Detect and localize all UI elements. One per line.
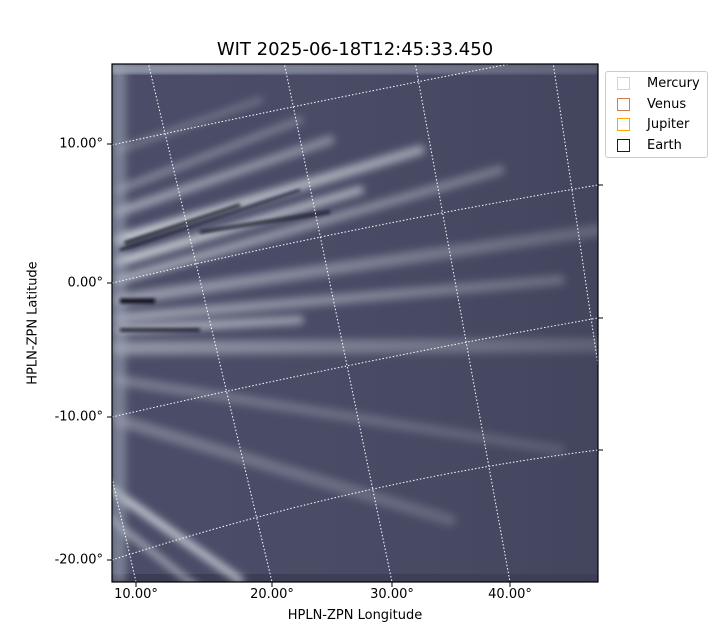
x-tick-label: 10.00° [114,587,158,602]
legend-label: Mercury [647,75,700,91]
chart-title: WIT 2025-06-18T12:45:33.450 [216,39,494,60]
legend-swatch [617,138,630,152]
legend: Mercury Venus Jupiter Earth [605,71,708,158]
legend-label: Earth [647,137,682,153]
legend-item-venus: Venus [617,94,686,114]
legend-label: Jupiter [647,116,690,132]
x-tick-label: 30.00° [370,587,414,602]
latitude-gridline [112,64,513,146]
latitude-gridline [112,449,598,561]
y-tick-label: 10.00° [59,136,103,152]
legend-swatch [617,97,630,111]
longitude-gridline [112,477,137,582]
y-tick-label: -10.00° [54,409,103,425]
x-axis-label: HPLN-ZPN Longitude [287,608,423,623]
axes-frame [111,63,599,583]
y-tick-label: 0.00° [67,275,103,291]
x-tick-label: 40.00° [488,587,532,602]
legend-item-jupiter: Jupiter [617,114,689,134]
legend-item-mercury: Mercury [617,73,700,93]
y-axis-label: HPLN-ZPN Latitude [25,261,41,385]
legend-item-earth: Earth [617,135,682,155]
longitude-gridline [283,64,393,582]
coordinate-grid [112,64,598,582]
x-tick-label: 20.00° [250,587,294,602]
coronagraph-image [112,64,598,582]
legend-swatch [617,117,630,131]
longitude-gridline [414,64,511,582]
legend-label: Venus [647,96,687,112]
y-tick-label: -20.00° [54,552,103,568]
longitude-gridline [147,64,273,582]
legend-swatch [617,76,630,90]
